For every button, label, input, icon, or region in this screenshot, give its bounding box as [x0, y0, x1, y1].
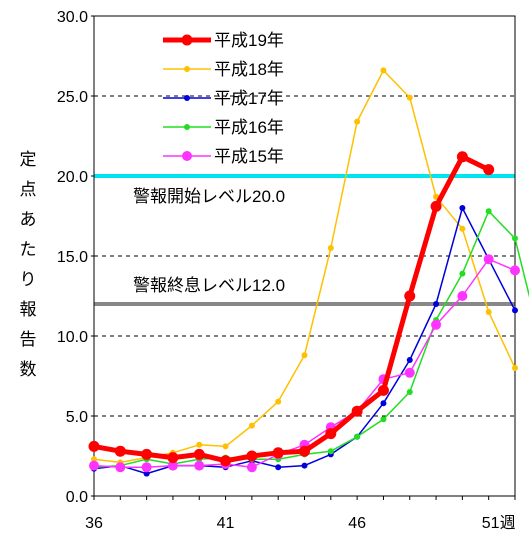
- data-point: [246, 450, 258, 462]
- data-point: [88, 440, 100, 452]
- data-point: [222, 443, 229, 450]
- data-point: [143, 470, 150, 477]
- x-tick-label: 36: [85, 515, 103, 532]
- data-point: [512, 307, 518, 314]
- y-tick-label: 25.0: [57, 89, 88, 106]
- data-point: [275, 464, 282, 471]
- data-point: [430, 200, 442, 212]
- data-point: [248, 422, 255, 429]
- legend-marker: [184, 95, 190, 101]
- y-axis-label-char: 告: [20, 330, 37, 349]
- data-point: [141, 462, 152, 473]
- data-point: [327, 448, 334, 455]
- legend-marker: [184, 66, 190, 72]
- data-point: [483, 254, 494, 265]
- data-point: [457, 291, 468, 301]
- x-axis-ticks: 36 41 46 51週: [85, 496, 516, 532]
- data-point: [459, 270, 466, 277]
- data-point: [406, 389, 413, 395]
- reference-line-label: 警報終息レベル12.0: [133, 276, 285, 295]
- data-point: [114, 445, 126, 457]
- data-point: [380, 400, 387, 407]
- data-point: [431, 319, 442, 330]
- data-point: [275, 398, 282, 405]
- data-point: [167, 452, 179, 464]
- data-point: [301, 462, 308, 469]
- data-point: [196, 441, 203, 448]
- y-axis-label-char: 数: [20, 360, 37, 379]
- legend-label: 平成17年: [214, 89, 284, 108]
- data-point: [483, 164, 495, 176]
- x-tick-label: 51週: [482, 514, 516, 532]
- data-point: [246, 462, 257, 473]
- gridlines: [94, 95, 515, 417]
- y-tick-label: 30.0: [57, 9, 88, 26]
- x-tick-label: 46: [348, 515, 366, 532]
- reference-lines: 警報開始レベル20.0 警報終息レベル12.0: [94, 174, 515, 306]
- data-point: [459, 205, 466, 211]
- series-line: [93, 154, 490, 464]
- data-point: [459, 225, 466, 232]
- y-axis-label-char: 報: [20, 300, 37, 319]
- x-tick-label: 41: [217, 515, 235, 532]
- data-point: [354, 433, 361, 440]
- data-point: [89, 460, 99, 471]
- y-axis-ticks: 0.0 5.0 10.0 15.0 20.0 25.0 30.0: [57, 9, 94, 506]
- data-point: [406, 357, 413, 363]
- data-point: [327, 245, 334, 251]
- legend-marker: [181, 34, 193, 46]
- data-point: [301, 352, 308, 359]
- y-tick-label: 5.0: [66, 409, 88, 426]
- data-point: [354, 118, 361, 125]
- data-point: [510, 265, 520, 276]
- data-point: [433, 301, 440, 307]
- data-point: [194, 460, 205, 471]
- data-point: [91, 456, 97, 463]
- data-point: [167, 460, 178, 471]
- legend-label: 平成15年: [214, 147, 284, 166]
- legend-label: 平成18年: [214, 60, 284, 79]
- series-line: [93, 207, 516, 475]
- series-line: [93, 210, 529, 468]
- data-point: [325, 428, 337, 440]
- legend-label: 平成16年: [214, 118, 284, 137]
- y-axis-label-char: あ: [20, 210, 37, 229]
- data-point: [404, 367, 415, 378]
- y-tick-label: 0.0: [66, 489, 88, 506]
- data-point: [380, 67, 387, 74]
- y-tick-label: 15.0: [57, 249, 88, 266]
- data-point: [485, 309, 492, 315]
- data-point: [406, 94, 413, 101]
- y-axis-label-char: り: [20, 270, 37, 289]
- data-point: [485, 208, 492, 215]
- series-line: [93, 69, 516, 464]
- data-point: [456, 151, 468, 163]
- data-point: [512, 235, 518, 242]
- data-point: [272, 447, 284, 459]
- y-axis-label-char: 点: [20, 180, 37, 199]
- data-point: [380, 416, 387, 423]
- data-point: [377, 384, 389, 396]
- data-point: [351, 405, 363, 417]
- data-point: [299, 445, 310, 457]
- data-point: [512, 365, 518, 371]
- data-point: [220, 455, 232, 467]
- y-axis-label-char: た: [20, 240, 37, 259]
- y-axis-label-char: 定: [20, 150, 37, 169]
- legend-marker: [182, 151, 192, 161]
- y-tick-label: 20.0: [57, 169, 88, 186]
- data-point: [141, 448, 153, 460]
- legend-marker: [184, 124, 190, 130]
- reference-line-label: 警報開始レベル20.0: [133, 187, 285, 206]
- data-point: [115, 462, 126, 473]
- data-point: [193, 448, 205, 460]
- y-tick-label: 10.0: [57, 329, 88, 346]
- series-layer: [88, 67, 529, 477]
- data-point: [404, 290, 416, 302]
- legend-label: 平成19年: [214, 31, 284, 50]
